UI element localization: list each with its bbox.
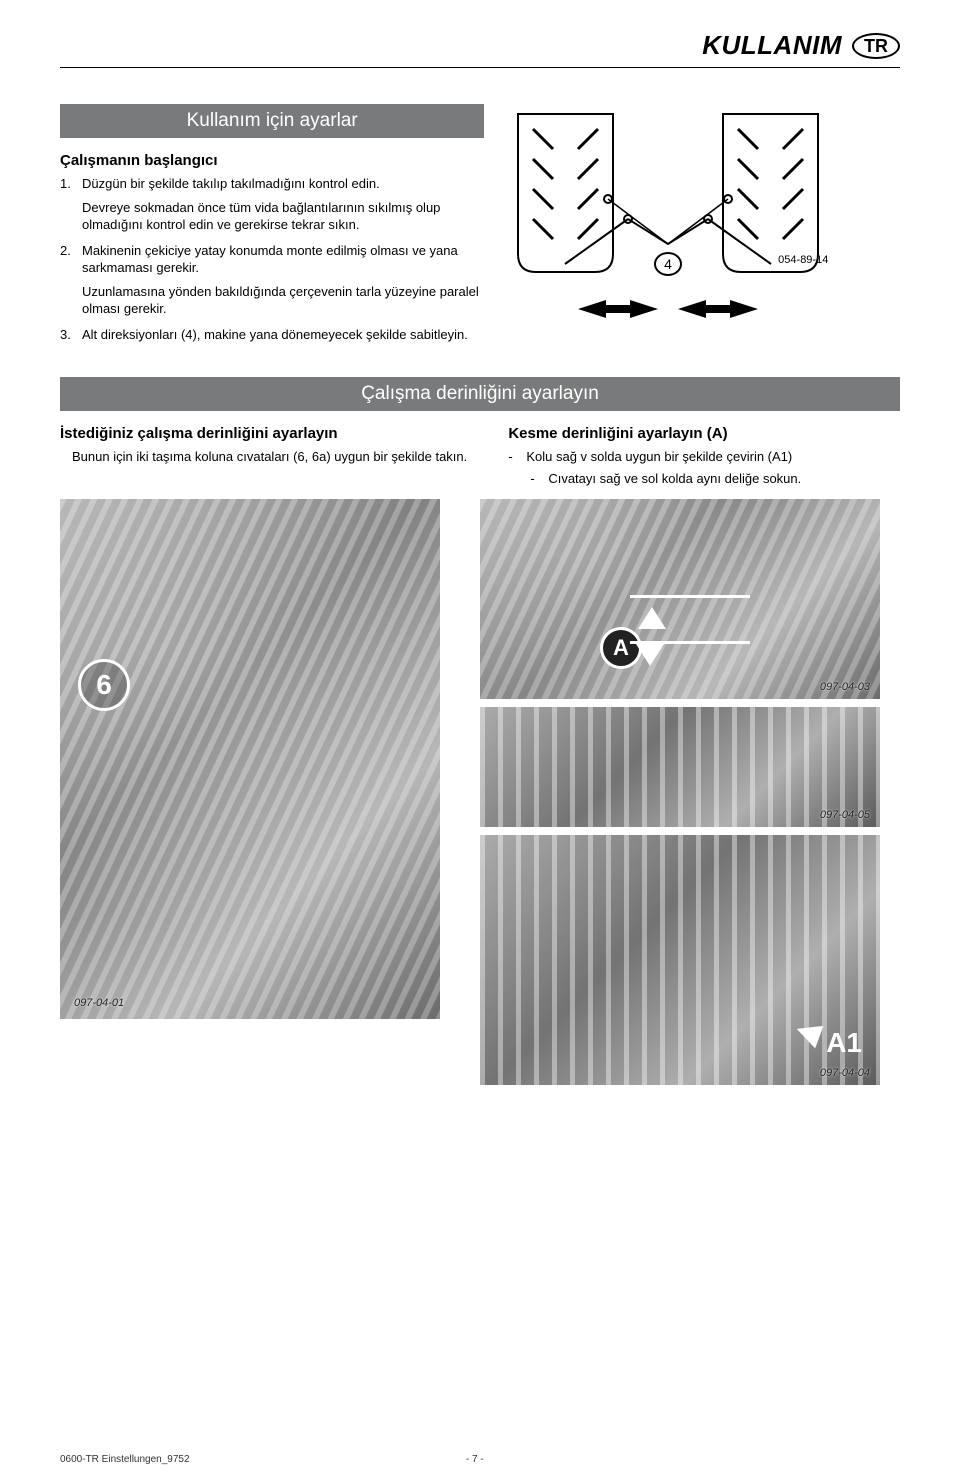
step-para2: Devreye sokmadan önce tüm vida bağlantıl… bbox=[82, 199, 484, 234]
diagram-callout-4: 4 bbox=[664, 256, 672, 272]
photos-row: 6 097-04-01 A 097-04-03 097-04-05 A1 097… bbox=[60, 499, 900, 1085]
hitch-diagram-svg: 4 bbox=[508, 104, 828, 324]
figure-ref: 054-89-14 bbox=[778, 254, 828, 266]
page: KULLANIM TR Kullanım için ayarlar Çalışm… bbox=[0, 0, 960, 1145]
figure-ref: 097-04-03 bbox=[820, 681, 870, 693]
page-number: - 7 - bbox=[190, 1454, 760, 1465]
dash-icon: - bbox=[508, 448, 518, 466]
dash-icon: - bbox=[530, 470, 540, 488]
step-body: Makinenin çekiciye yatay konumda monte e… bbox=[82, 242, 484, 318]
header-rule bbox=[60, 67, 900, 68]
step-body: Düzgün bir şekilde takılıp takılmadığını… bbox=[82, 175, 484, 234]
figure-ref: 097-04-05 bbox=[820, 809, 870, 821]
photo-stack-right: A 097-04-03 097-04-05 A1 097-04-04 bbox=[480, 499, 880, 1085]
callout-a1: A1 bbox=[826, 1027, 862, 1059]
header: KULLANIM TR bbox=[60, 30, 900, 61]
desired-depth-text: Bunun için iki taşıma koluna cıvataları … bbox=[60, 448, 484, 466]
list-item: 3. Alt direksiyonları (4), makine yana d… bbox=[60, 326, 484, 344]
section-bar-usage: Kullanım için ayarlar bbox=[60, 104, 484, 138]
figure-ref: 097-04-01 bbox=[74, 997, 124, 1009]
footer-doc-id: 0600-TR Einstellungen_9752 bbox=[60, 1454, 190, 1465]
arrow-up-icon bbox=[638, 607, 666, 629]
start-steps-list: 1. Düzgün bir şekilde takılıp takılmadığ… bbox=[60, 175, 484, 343]
line-top bbox=[630, 595, 750, 598]
section1-right: 4 054-89-14 bbox=[508, 104, 900, 351]
heading-desired-depth: İstediğiniz çalışma derinliğini ayarlayı… bbox=[60, 425, 484, 442]
section-depth: İstediğiniz çalışma derinliğini ayarlayı… bbox=[60, 425, 900, 491]
photo-cutting-depth-a: A 097-04-03 bbox=[480, 499, 880, 699]
figure-ref: 097-04-04 bbox=[820, 1067, 870, 1079]
list-item: - Kolu sağ v solda uygun bir şekilde çev… bbox=[508, 448, 801, 466]
footer: 0600-TR Einstellungen_9752 - 7 - bbox=[60, 1454, 900, 1465]
heading-cutting-depth: Kesme derinliğini ayarlayın (A) bbox=[508, 425, 727, 442]
list-item: 1. Düzgün bir şekilde takılıp takılmadığ… bbox=[60, 175, 484, 234]
step-text: Makinenin çekiciye yatay konumda monte e… bbox=[82, 243, 458, 276]
section-bar-depth: Çalışma derinliğini ayarlayın bbox=[60, 377, 900, 411]
section2-left: İstediğiniz çalışma derinliğini ayarlayı… bbox=[60, 425, 484, 491]
page-title: KULLANIM bbox=[702, 30, 842, 61]
section-usage-settings: Kullanım için ayarlar Çalışmanın başlang… bbox=[60, 104, 900, 351]
hitch-diagram: 4 054-89-14 bbox=[508, 104, 828, 324]
step-para2: Uzunlamasına yönden bakıldığında çerçeve… bbox=[82, 283, 484, 318]
list-item: - Cıvatayı sağ ve sol kolda aynı deliğe … bbox=[508, 470, 801, 488]
photo-lever-a1: A1 097-04-04 bbox=[480, 835, 880, 1085]
section2-right: Kesme derinliğini ayarlayın (A) - Kolu s… bbox=[508, 425, 900, 491]
step-text: Alt direksiyonları (4), makine yana döne… bbox=[82, 326, 484, 344]
section1-left: Kullanım için ayarlar Çalışmanın başlang… bbox=[60, 104, 484, 351]
step-number: 3. bbox=[60, 326, 76, 344]
arrow-down-icon bbox=[636, 644, 664, 666]
callout-6: 6 bbox=[78, 659, 130, 711]
arrow-left-icon bbox=[793, 1018, 824, 1049]
step-number: 1. bbox=[60, 175, 76, 234]
step-number: 2. bbox=[60, 242, 76, 318]
heading-start: Çalışmanın başlangıcı bbox=[60, 152, 484, 169]
step-text: Düzgün bir şekilde takılıp takılmadığını… bbox=[82, 176, 380, 191]
list-item-text: Cıvatayı sağ ve sol kolda aynı deliğe so… bbox=[548, 470, 801, 488]
photo-roller-side: 097-04-05 bbox=[480, 707, 880, 827]
list-item-text: Kolu sağ v solda uygun bir şekilde çevir… bbox=[526, 448, 792, 466]
language-badge: TR bbox=[852, 33, 900, 59]
photo-mounting-arm: 6 097-04-01 bbox=[60, 499, 440, 1019]
cutting-depth-list: - Kolu sağ v solda uygun bir şekilde çev… bbox=[508, 448, 801, 491]
list-item: 2. Makinenin çekiciye yatay konumda mont… bbox=[60, 242, 484, 318]
